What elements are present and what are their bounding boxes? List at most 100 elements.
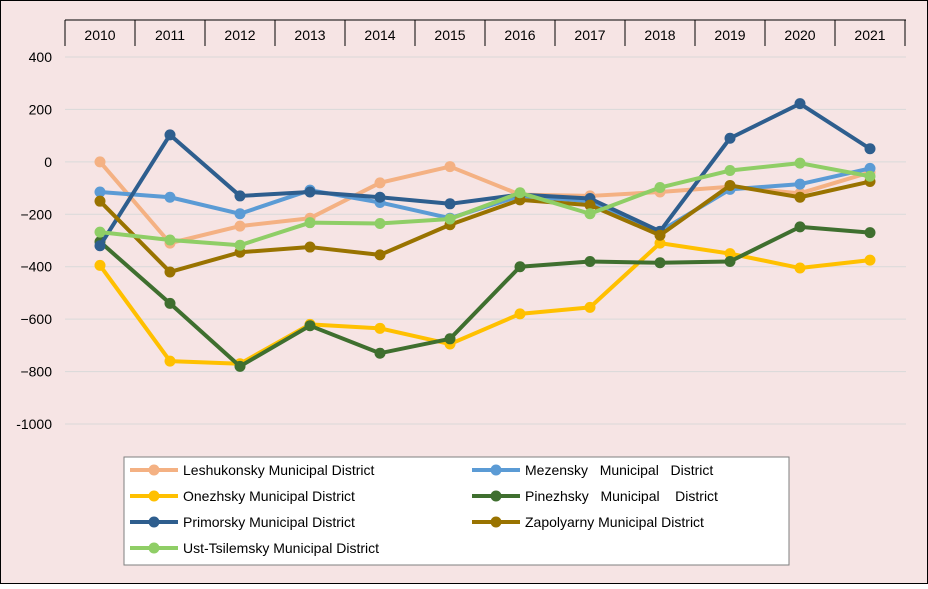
data-point (374, 347, 386, 359)
data-point (94, 156, 106, 168)
data-point (724, 165, 736, 177)
x-tick-label: 2016 (504, 27, 535, 43)
x-axis: 2010 2011 2012 2013 2014 2015 2016 2017 2018 2019… (64, 19, 906, 46)
data-point (164, 191, 176, 203)
y-tick-label: −200 (20, 206, 52, 222)
x-tick-label: 2010 (84, 27, 115, 43)
data-point (94, 240, 106, 252)
data-point (724, 179, 736, 191)
data-point (514, 261, 526, 273)
data-point (234, 208, 246, 220)
legend-label: Onezhsky Municipal District (183, 488, 355, 504)
data-point (864, 162, 876, 174)
y-tick-label: 0 (44, 154, 52, 170)
legend-swatch-marker (490, 464, 502, 476)
legend-item: Pinezhsky Municipal District (472, 488, 718, 504)
data-point (304, 320, 316, 332)
data-point (374, 322, 386, 334)
data-point (794, 221, 806, 233)
x-tick-label: 2011 (155, 27, 185, 43)
data-point (584, 208, 596, 220)
series-4 (94, 98, 876, 252)
legend-label: Pinezhsky Municipal District (525, 488, 718, 504)
data-point (584, 199, 596, 211)
legend-item: Ust-Tsilemsky Municipal District (130, 540, 379, 556)
data-point (374, 191, 386, 203)
y-tick-label: 200 (29, 101, 53, 117)
legend-item: Leshukonsky Municipal District (130, 462, 375, 478)
data-point (584, 255, 596, 267)
data-point (164, 129, 176, 141)
y-tick-label: −800 (20, 364, 52, 380)
data-point (654, 182, 666, 194)
legend-swatch-marker (490, 490, 502, 502)
data-point (94, 259, 106, 271)
x-tick-label: 2019 (714, 27, 745, 43)
data-point (444, 333, 456, 345)
y-tick-label: -1000 (16, 416, 52, 432)
data-point (164, 234, 176, 246)
legend-label: Mezensky Municipal District (525, 462, 713, 478)
data-point (514, 308, 526, 320)
data-point (724, 248, 736, 260)
data-point (864, 143, 876, 155)
data-point (234, 220, 246, 232)
data-point (444, 213, 456, 225)
data-point (374, 249, 386, 261)
legend: Leshukonsky Municipal District Mezensky M… (123, 456, 790, 566)
grid (65, 56, 906, 425)
data-point (164, 266, 176, 278)
data-point (94, 195, 106, 207)
legend-item: Primorsky Municipal District (130, 514, 355, 530)
data-point (514, 187, 526, 199)
x-tick-label: 2017 (574, 27, 605, 43)
y-tick-label: −400 (20, 259, 52, 275)
legend-label: Zapolyarny Municipal District (525, 514, 704, 530)
x-tick-label: 2021 (854, 27, 885, 43)
data-point (794, 157, 806, 169)
data-point (234, 360, 246, 372)
data-point (724, 255, 736, 267)
legend-label: Ust-Tsilemsky Municipal District (183, 540, 379, 556)
legend-item: Onezhsky Municipal District (130, 488, 355, 504)
data-point (794, 98, 806, 110)
x-tick-label: 2020 (784, 27, 815, 43)
data-point (864, 227, 876, 239)
data-point (794, 191, 806, 203)
series-line (98, 224, 872, 369)
data-point (584, 301, 596, 313)
data-point (864, 254, 876, 266)
data-point (654, 229, 666, 241)
legend-swatch-marker (148, 516, 160, 528)
data-point (444, 161, 456, 173)
series-line (98, 101, 872, 248)
data-point (234, 190, 246, 202)
data-point (234, 239, 246, 251)
x-tick-label: 2015 (434, 27, 465, 43)
legend-box (123, 456, 790, 566)
legend-swatch-marker (148, 464, 160, 476)
legend-item: Mezensky Municipal District (472, 462, 713, 478)
x-tick-label: 2018 (644, 27, 675, 43)
series-6 (94, 157, 876, 251)
y-tick-label: 400 (29, 49, 53, 65)
data-point (304, 186, 316, 198)
data-point (864, 170, 876, 182)
series-group (94, 98, 876, 372)
x-tick-label: 2013 (294, 27, 325, 43)
data-point (444, 198, 456, 210)
data-point (374, 217, 386, 229)
data-point (164, 355, 176, 367)
series-5 (94, 176, 876, 278)
data-point (794, 262, 806, 274)
data-point (654, 237, 666, 249)
data-point (304, 241, 316, 253)
legend-swatch-marker (490, 516, 502, 528)
data-point (164, 297, 176, 309)
data-point (304, 217, 316, 229)
data-point (794, 178, 806, 190)
legend-swatch-marker (148, 542, 160, 554)
legend-item: Zapolyarny Municipal District (472, 514, 704, 530)
